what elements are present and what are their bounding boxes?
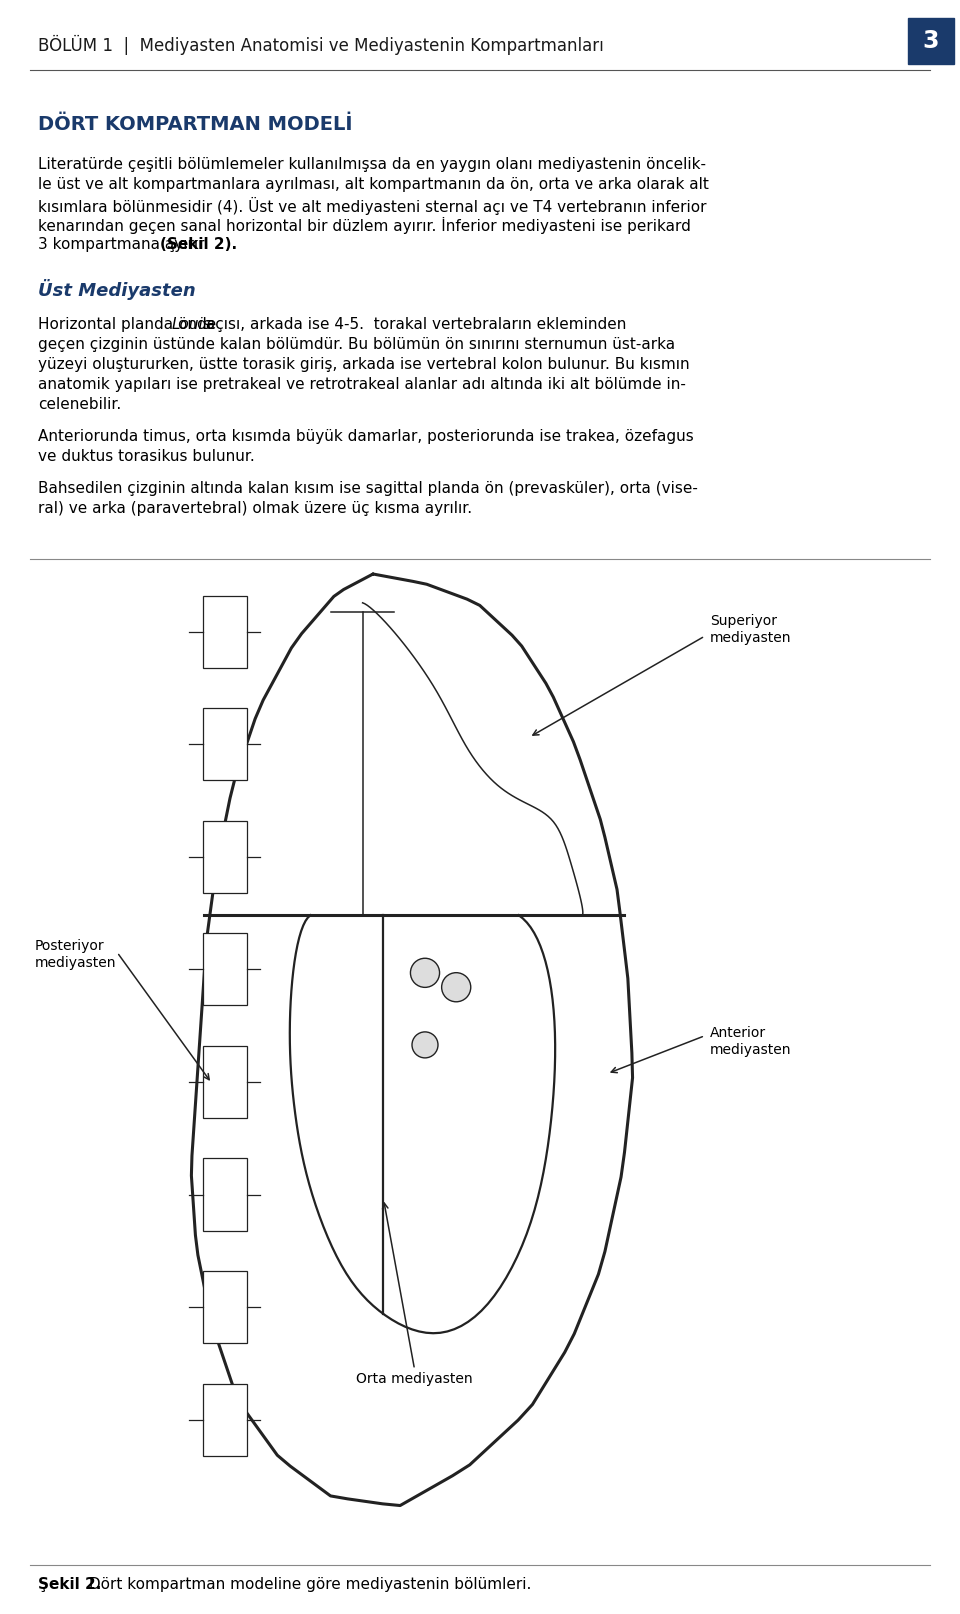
Bar (908, 18, 954, 65)
Text: Literatürde çeşitli bölümlemeler kullanılmışsa da en yaygın olanı mediyastenin ö: Literatürde çeşitli bölümlemeler kullanı… (38, 157, 706, 173)
Text: Horizontal planda önde: Horizontal planda önde (38, 316, 221, 332)
Text: yüzeyi oluştururken, üstte torasik giriş, arkada ise vertebral kolon bulunur. Bu: yüzeyi oluştururken, üstte torasik giriş… (38, 357, 689, 371)
Text: kenarından geçen sanal horizontal bir düzlem ayırır. İnferior mediyasteni ise pe: kenarından geçen sanal horizontal bir dü… (38, 216, 691, 234)
Bar (203, 1046, 247, 1119)
Text: geçen çizginin üstünde kalan bölümdür. Bu bölümün ön sınırını sternumun üst-arka: geçen çizginin üstünde kalan bölümdür. B… (38, 337, 675, 352)
Text: le üst ve alt kompartmanlara ayrılması, alt kompartmanın da ön, orta ve arka ola: le üst ve alt kompartmanlara ayrılması, … (38, 178, 708, 192)
Text: Şekil 2.: Şekil 2. (38, 1577, 102, 1591)
Text: 3: 3 (923, 29, 939, 53)
Circle shape (442, 973, 470, 1002)
Bar (203, 933, 247, 1006)
Text: ve duktus torasikus bulunur.: ve duktus torasikus bulunur. (38, 449, 254, 463)
Text: celenebilir.: celenebilir. (38, 397, 121, 412)
Text: kısımlara bölünmesidir (4). Üst ve alt mediyasteni sternal açı ve T4 vertebranın: kısımlara bölünmesidir (4). Üst ve alt m… (38, 197, 707, 215)
Bar (203, 822, 247, 893)
Text: (Şekil 2).: (Şekil 2). (160, 237, 237, 252)
Bar (203, 709, 247, 780)
Text: BÖLÜM 1  |  Mediyasten Anatomisi ve Mediyastenin Kompartmanları: BÖLÜM 1 | Mediyasten Anatomisi ve Mediya… (38, 36, 604, 55)
Text: Bahsedilen çizginin altında kalan kısım ise sagittal planda ön (prevasküler), or: Bahsedilen çizginin altında kalan kısım … (38, 481, 698, 495)
Bar (203, 1272, 247, 1343)
Text: 3 kompartmana ayırır: 3 kompartmana ayırır (38, 237, 209, 252)
Bar (30, 558, 930, 1566)
Text: Anterior
mediyasten: Anterior mediyasten (710, 1025, 791, 1057)
Text: Posteriyor
mediyasten: Posteriyor mediyasten (35, 939, 116, 970)
Text: Dört kompartman modeline göre mediyastenin bölümleri.: Dört kompartman modeline göre mediyasten… (84, 1577, 532, 1591)
Text: Louis: Louis (172, 316, 211, 332)
Bar (203, 596, 247, 668)
Circle shape (412, 1031, 438, 1057)
Bar (203, 1159, 247, 1230)
Bar (203, 1383, 247, 1456)
Text: DÖRT KOMPARTMAN MODELİ: DÖRT KOMPARTMAN MODELİ (38, 115, 352, 134)
Text: Üst Mediyasten: Üst Mediyasten (38, 279, 196, 300)
Text: Anteriorunda timus, orta kısımda büyük damarlar, posteriorunda ise trakea, özefa: Anteriorunda timus, orta kısımda büyük d… (38, 429, 694, 444)
Text: Orta mediyasten: Orta mediyasten (356, 1372, 473, 1386)
Text: açısı, arkada ise 4-5.  torakal vertebraların ekleminden: açısı, arkada ise 4-5. torakal vertebral… (201, 316, 626, 332)
Circle shape (411, 959, 440, 988)
Text: ral) ve arka (paravertebral) olmak üzere üç kısma ayrılır.: ral) ve arka (paravertebral) olmak üzere… (38, 500, 472, 516)
Text: Superiyor
mediyasten: Superiyor mediyasten (710, 613, 791, 646)
Text: anatomik yapıları ise pretrakeal ve retrotrakeal alanlar adı altında iki alt böl: anatomik yapıları ise pretrakeal ve retr… (38, 378, 685, 392)
